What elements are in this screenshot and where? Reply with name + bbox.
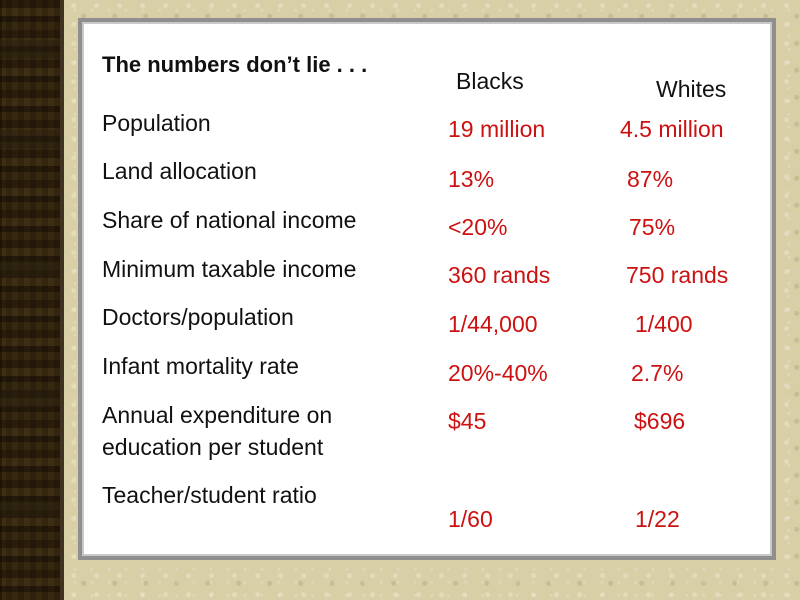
- row-label-doctors: Doctors/population: [102, 304, 294, 330]
- value-blacks-population: 19 million: [448, 116, 546, 142]
- value-whites-income: 75%: [629, 214, 676, 240]
- strip-band: [0, 500, 62, 518]
- value-whites-education: $696: [634, 408, 686, 434]
- strip-band: [0, 390, 62, 408]
- value-blacks-education: $45: [448, 408, 487, 434]
- value-whites-population: 4.5 million: [620, 116, 724, 142]
- value-blacks-doctors: 1/44,000: [448, 311, 538, 337]
- value-whites-land: 87%: [627, 166, 674, 192]
- value-blacks-income: <20%: [448, 214, 508, 240]
- row-label-education-line2: education per student: [102, 434, 324, 460]
- row-label-infant-mortality: Infant mortality rate: [102, 353, 299, 379]
- decorative-wood-strip: [0, 0, 62, 600]
- value-whites-infant: 2.7%: [631, 360, 684, 386]
- strip-band: [0, 260, 62, 278]
- row-label-population: Population: [102, 110, 211, 136]
- row-label-min-taxable-income: Minimum taxable income: [102, 256, 357, 282]
- value-whites-doctors: 1/400: [635, 311, 693, 337]
- value-blacks-land: 13%: [448, 166, 495, 192]
- strip-band: [0, 130, 62, 148]
- row-label-education-line1: Annual expenditure on: [102, 402, 333, 428]
- strip-divider: [60, 0, 64, 600]
- row-label-land-allocation: Land allocation: [102, 158, 257, 184]
- slide-title: The numbers don’t lie . . .: [102, 52, 368, 77]
- column-header-whites: Whites: [656, 76, 727, 102]
- column-header-blacks: Blacks: [456, 68, 524, 94]
- value-whites-teacher: 1/22: [635, 506, 680, 532]
- slide-panel: The numbers don’t lie . . . Blacks White…: [78, 18, 776, 560]
- value-blacks-teacher: 1/60: [448, 506, 493, 532]
- row-label-teacher-ratio: Teacher/student ratio: [102, 482, 317, 508]
- value-whites-taxable: 750 rands: [626, 262, 729, 288]
- strip-band: [0, 40, 62, 58]
- value-blacks-infant: 20%-40%: [448, 360, 548, 386]
- row-label-national-income: Share of national income: [102, 207, 357, 233]
- value-blacks-taxable: 360 rands: [448, 262, 551, 288]
